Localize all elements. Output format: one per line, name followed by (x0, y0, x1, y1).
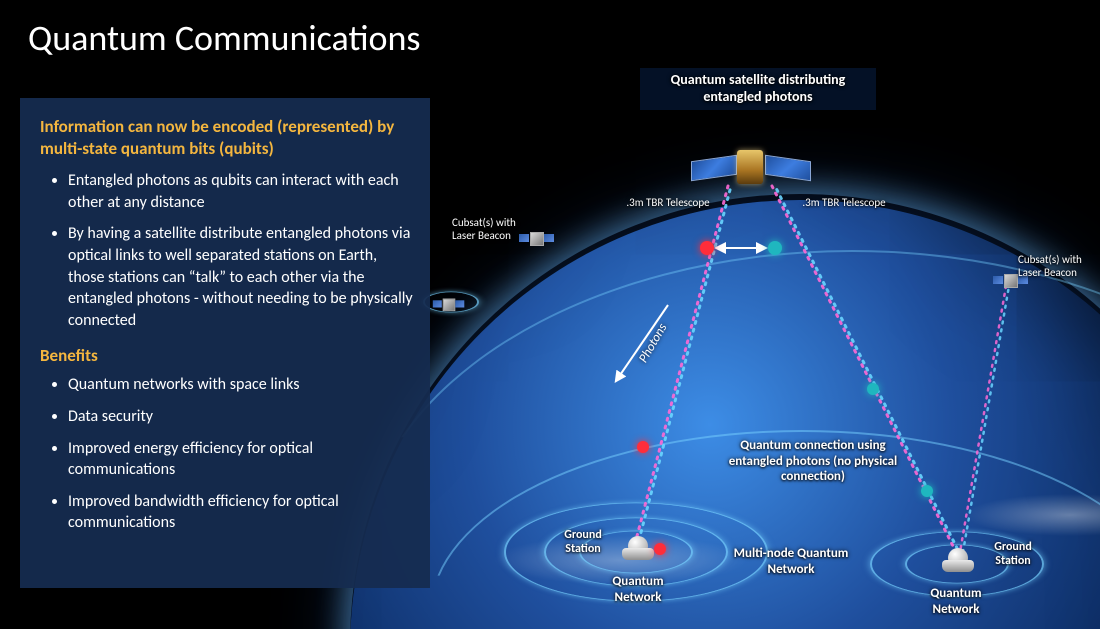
cubesat-left (526, 228, 548, 246)
panel-bullet: By having a satellite distribute entangl… (68, 223, 414, 331)
satellite-main (695, 140, 805, 190)
benefits-bullets: Quantum networks with space links Data s… (40, 374, 414, 534)
benefit-bullet: Improved bandwidth efficiency for optica… (68, 491, 414, 534)
benefits-heading: Benefits (40, 345, 414, 366)
slide: Quantum satellite distributing entangled… (0, 0, 1100, 629)
photon-node-red (637, 441, 649, 453)
cubesat-right (1000, 270, 1022, 288)
ground-station-left (618, 536, 658, 562)
photon-node-teal (921, 485, 933, 497)
slide-title: Quantum Communications (28, 16, 420, 60)
ground-station-right (938, 548, 978, 574)
label-satellite-box: Quantum satellite distributing entangled… (640, 68, 876, 110)
panel-bullets: Entangled photons as qubits can interact… (40, 170, 414, 331)
benefit-bullet: Quantum networks with space links (68, 374, 414, 396)
satellite-body (737, 150, 763, 184)
photon-node-teal (867, 383, 879, 395)
photon-node-red (654, 543, 666, 555)
panel-heading: Information can now be encoded (represen… (40, 116, 414, 160)
text-panel: Information can now be encoded (represen… (20, 98, 430, 588)
benefit-bullet: Data security (68, 406, 414, 428)
benefit-bullet: Improved energy efficiency for optical c… (68, 438, 414, 481)
solar-panel-left (691, 155, 737, 181)
panel-bullet: Entangled photons as qubits can interact… (68, 170, 414, 213)
satellite-distant (439, 295, 459, 311)
photon-node-red (700, 241, 714, 255)
solar-panel-right (765, 155, 811, 181)
photon-node-teal (768, 241, 782, 255)
